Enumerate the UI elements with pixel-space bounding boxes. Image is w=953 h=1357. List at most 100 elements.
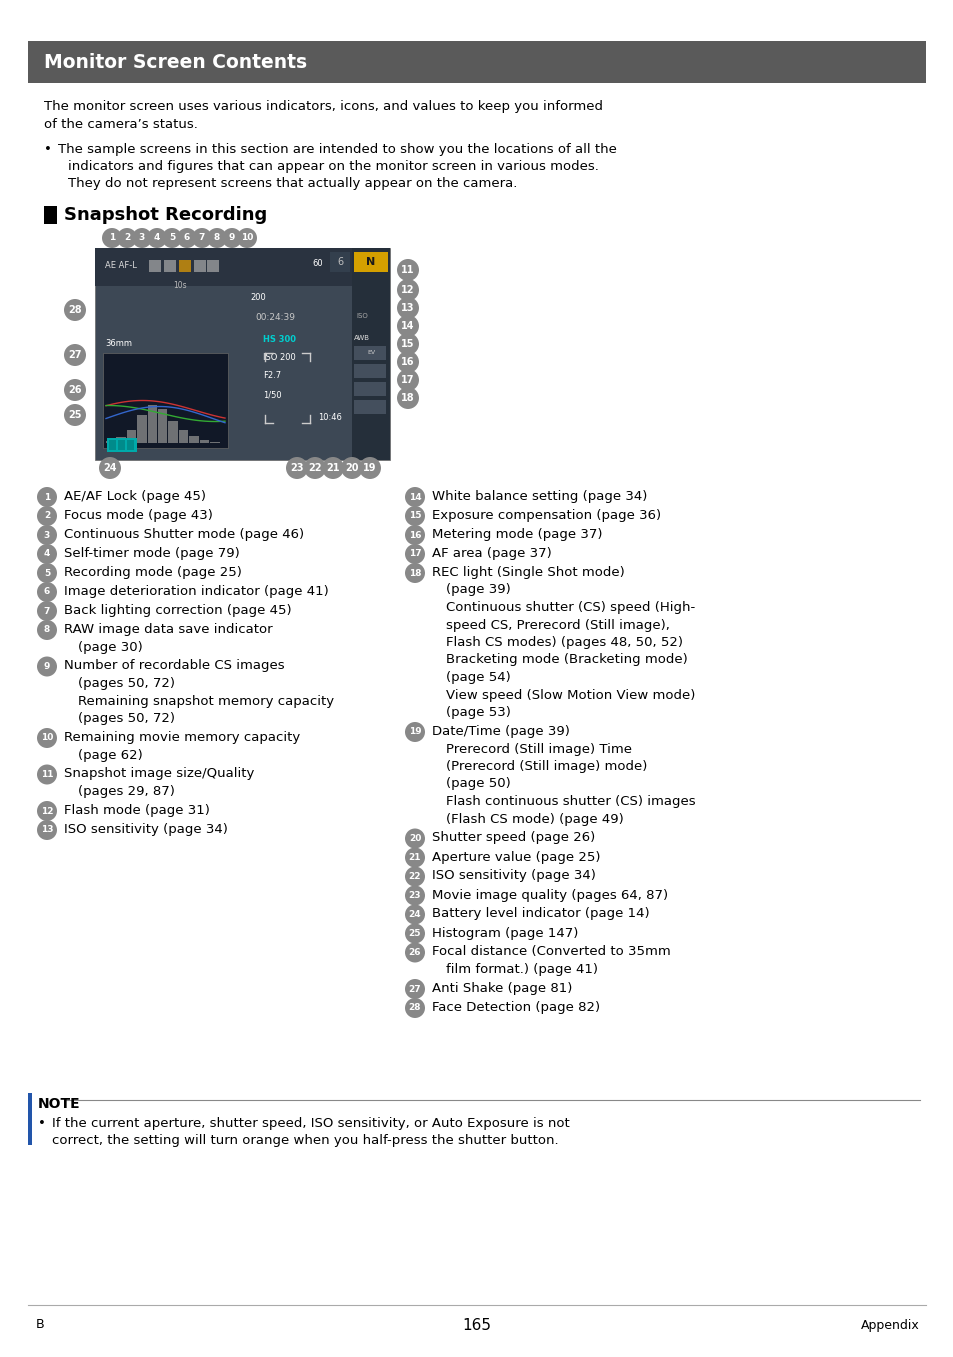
Circle shape — [37, 657, 57, 677]
Text: View speed (Slow Motion View mode): View speed (Slow Motion View mode) — [446, 688, 695, 702]
Text: 7: 7 — [198, 233, 205, 243]
Text: Focus mode (page 43): Focus mode (page 43) — [64, 509, 213, 522]
Text: 6: 6 — [44, 588, 51, 597]
Text: Snapshot image size/Quality: Snapshot image size/Quality — [64, 768, 254, 780]
Text: Remaining snapshot memory capacity: Remaining snapshot memory capacity — [78, 695, 334, 707]
Text: 4: 4 — [44, 550, 51, 559]
Text: Back lighting correction (page 45): Back lighting correction (page 45) — [64, 604, 292, 617]
Circle shape — [405, 943, 424, 962]
Circle shape — [132, 228, 152, 248]
FancyBboxPatch shape — [28, 1092, 32, 1145]
Text: (pages 50, 72): (pages 50, 72) — [78, 677, 174, 689]
Text: ISO: ISO — [355, 313, 367, 319]
Circle shape — [177, 228, 196, 248]
Text: Snapshot Recording: Snapshot Recording — [64, 206, 267, 224]
FancyBboxPatch shape — [137, 415, 147, 442]
Text: Metering mode (page 37): Metering mode (page 37) — [432, 528, 602, 541]
Text: Histogram (page 147): Histogram (page 147) — [432, 927, 578, 939]
Text: •: • — [38, 1117, 46, 1130]
Text: 1: 1 — [44, 493, 51, 502]
Text: Date/Time (page 39): Date/Time (page 39) — [432, 725, 569, 738]
Text: Remaining movie memory capacity: Remaining movie memory capacity — [64, 731, 300, 744]
Text: 3: 3 — [139, 233, 145, 243]
Text: (page 53): (page 53) — [446, 706, 511, 719]
Text: 11: 11 — [401, 265, 415, 275]
Text: indicators and figures that can appear on the monitor screen in various modes.: indicators and figures that can appear o… — [68, 160, 598, 172]
Circle shape — [37, 801, 57, 821]
Text: Flash mode (page 31): Flash mode (page 31) — [64, 803, 210, 817]
FancyBboxPatch shape — [44, 206, 57, 224]
Circle shape — [37, 544, 57, 565]
Text: 9: 9 — [44, 662, 51, 670]
Text: (pages 29, 87): (pages 29, 87) — [78, 784, 174, 798]
FancyBboxPatch shape — [354, 383, 386, 396]
Text: Self-timer mode (page 79): Self-timer mode (page 79) — [64, 547, 239, 560]
Text: White balance setting (page 34): White balance setting (page 34) — [432, 490, 647, 503]
Text: The monitor screen uses various indicators, icons, and values to keep you inform: The monitor screen uses various indicato… — [44, 100, 602, 113]
Text: They do not represent screens that actually appear on the camera.: They do not represent screens that actua… — [68, 176, 517, 190]
Text: 17: 17 — [401, 375, 415, 385]
FancyBboxPatch shape — [164, 261, 175, 271]
Circle shape — [405, 905, 424, 924]
FancyBboxPatch shape — [95, 248, 390, 286]
Circle shape — [117, 228, 137, 248]
Text: Aperture value (page 25): Aperture value (page 25) — [432, 851, 599, 863]
Circle shape — [405, 848, 424, 867]
Circle shape — [286, 457, 308, 479]
Text: 19: 19 — [363, 463, 376, 474]
Text: film format.) (page 41): film format.) (page 41) — [446, 963, 598, 976]
Text: AE AF-L: AE AF-L — [105, 262, 136, 270]
FancyBboxPatch shape — [354, 346, 386, 360]
Text: 6: 6 — [336, 256, 343, 267]
FancyBboxPatch shape — [354, 364, 386, 379]
FancyBboxPatch shape — [179, 430, 188, 442]
Circle shape — [192, 228, 212, 248]
Text: 18: 18 — [401, 394, 415, 403]
Text: HS 300: HS 300 — [263, 335, 295, 345]
FancyBboxPatch shape — [149, 261, 161, 271]
Text: 14: 14 — [408, 493, 421, 502]
FancyBboxPatch shape — [28, 41, 925, 83]
Text: Shutter speed (page 26): Shutter speed (page 26) — [432, 832, 595, 844]
Text: Face Detection (page 82): Face Detection (page 82) — [432, 1001, 599, 1014]
Text: (Prerecord (Still image) mode): (Prerecord (Still image) mode) — [446, 760, 647, 773]
Circle shape — [236, 228, 256, 248]
Text: Continuous Shutter mode (page 46): Continuous Shutter mode (page 46) — [64, 528, 304, 541]
FancyBboxPatch shape — [158, 410, 168, 442]
Text: 26: 26 — [408, 949, 421, 957]
Circle shape — [102, 228, 122, 248]
Text: Recording mode (page 25): Recording mode (page 25) — [64, 566, 242, 579]
Text: •: • — [44, 142, 51, 156]
Text: 24: 24 — [103, 463, 116, 474]
Text: (page 39): (page 39) — [446, 584, 510, 597]
Text: 17: 17 — [408, 550, 421, 559]
Text: AWB: AWB — [354, 335, 370, 341]
Text: 25: 25 — [69, 410, 82, 421]
Text: NOTE: NOTE — [38, 1096, 81, 1111]
Circle shape — [396, 387, 418, 408]
Text: 5: 5 — [169, 233, 175, 243]
Text: Anti Shake (page 81): Anti Shake (page 81) — [432, 982, 572, 995]
Text: 20: 20 — [409, 835, 420, 843]
Text: Flash continuous shutter (CS) images: Flash continuous shutter (CS) images — [446, 795, 695, 807]
Circle shape — [405, 829, 424, 848]
Text: AF area (page 37): AF area (page 37) — [432, 547, 551, 560]
Text: Flash CS modes) (pages 48, 50, 52): Flash CS modes) (pages 48, 50, 52) — [446, 636, 682, 649]
Text: 25: 25 — [408, 930, 421, 938]
Text: EV: EV — [367, 350, 375, 356]
Text: Appendix: Appendix — [861, 1319, 919, 1331]
Text: 27: 27 — [69, 350, 82, 360]
Circle shape — [162, 228, 182, 248]
Circle shape — [405, 525, 424, 546]
Text: 26: 26 — [69, 385, 82, 395]
FancyBboxPatch shape — [189, 436, 198, 442]
Text: 28: 28 — [408, 1003, 421, 1012]
Text: N: N — [366, 256, 375, 267]
Circle shape — [405, 924, 424, 943]
Text: Battery level indicator (page 14): Battery level indicator (page 14) — [432, 908, 649, 920]
Text: Monitor Screen Contents: Monitor Screen Contents — [44, 53, 307, 72]
Text: 1/50: 1/50 — [263, 391, 281, 399]
FancyBboxPatch shape — [354, 400, 386, 414]
Text: 16: 16 — [401, 357, 415, 366]
Text: RAW image data save indicator: RAW image data save indicator — [64, 623, 273, 636]
